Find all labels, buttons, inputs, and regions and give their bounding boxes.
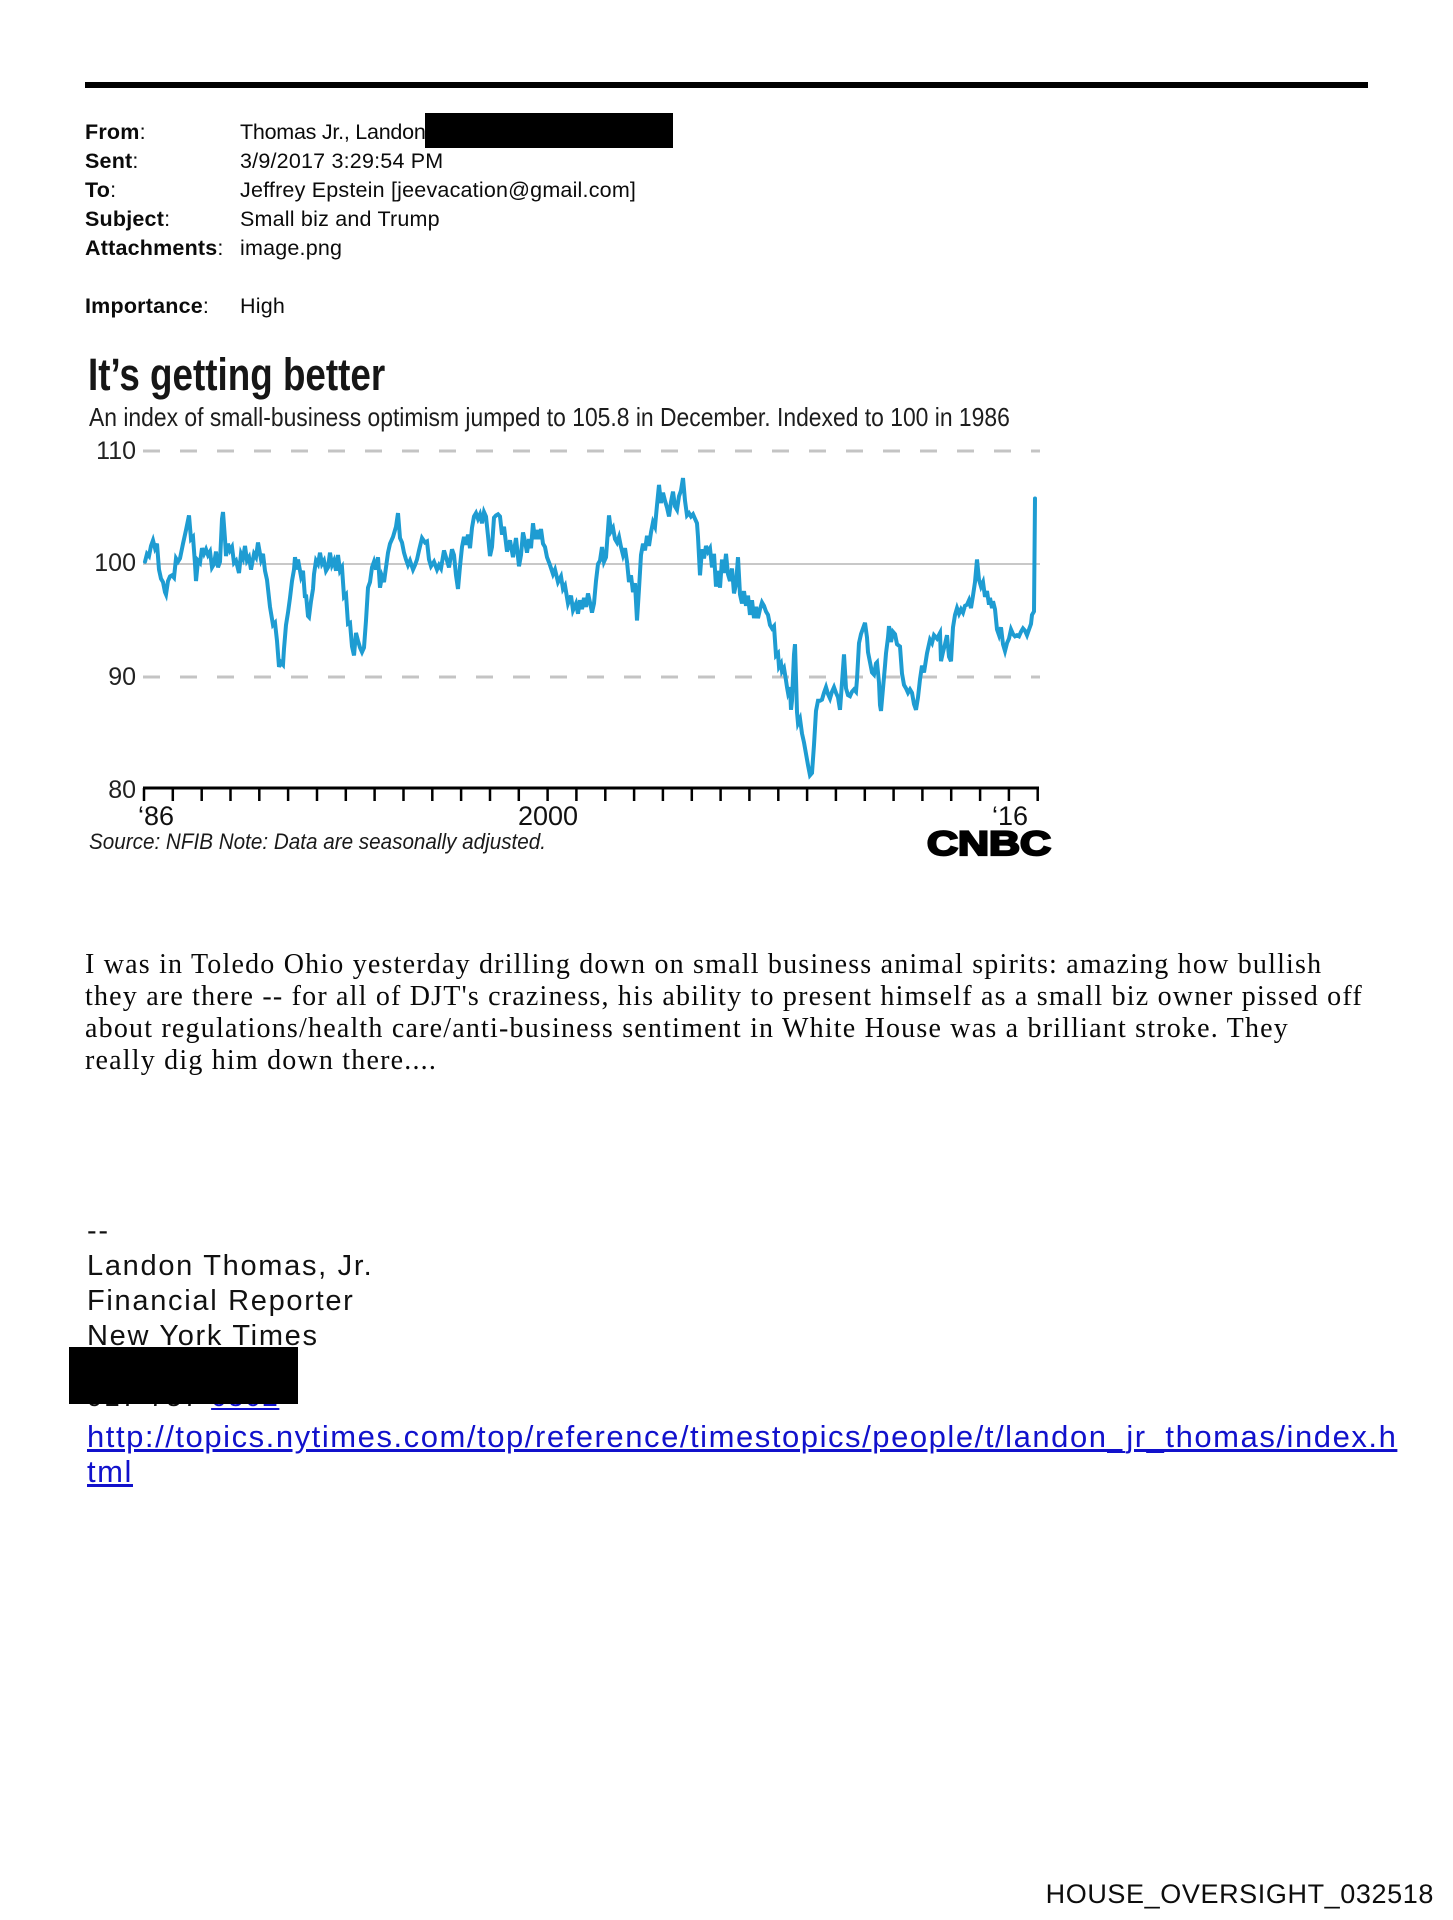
svg-text:Source: NFIB Note: Data are se: Source: NFIB Note: Data are seasonally a… xyxy=(89,829,546,854)
svg-text:‘16: ‘16 xyxy=(992,801,1028,831)
svg-text:‘86: ‘86 xyxy=(138,801,174,831)
svg-text:110: 110 xyxy=(96,437,136,465)
svg-text:100: 100 xyxy=(94,549,136,577)
svg-text:80: 80 xyxy=(108,776,136,804)
svg-text:CNBC: CNBC xyxy=(927,825,1051,863)
svg-text:2000: 2000 xyxy=(518,801,578,831)
svg-text:90: 90 xyxy=(108,663,136,691)
